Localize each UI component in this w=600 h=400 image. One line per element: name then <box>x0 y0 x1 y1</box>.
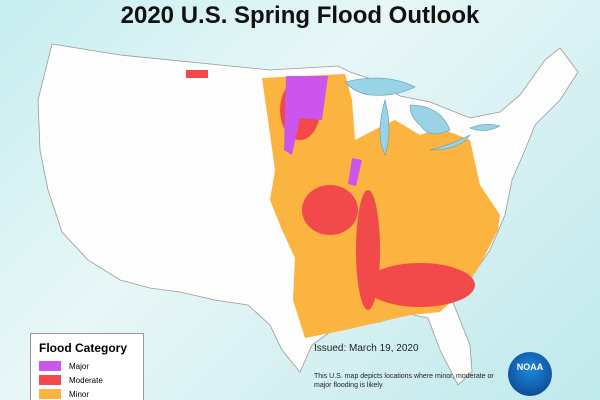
note: This U.S. map depicts locations where mi… <box>314 373 494 389</box>
legend-label: Minor <box>69 389 90 399</box>
great-lakes <box>344 77 501 156</box>
legend-item: Minor <box>39 387 143 400</box>
legend-title: Flood Category <box>39 341 128 355</box>
issued-date: Issued: March 19, 2020 <box>314 343 419 354</box>
noaa-logo: NOAA <box>508 352 552 396</box>
legend-item: Moderate <box>39 373 143 387</box>
major-zone <box>348 158 362 186</box>
moderate-zone <box>365 263 475 307</box>
moderate-zone <box>186 70 208 78</box>
legend-swatch <box>39 361 61 371</box>
legend-label: Moderate <box>69 375 103 385</box>
major-zone <box>284 76 328 155</box>
legend-label: Major <box>69 361 90 371</box>
legend-swatch <box>39 389 61 399</box>
moderate-zone <box>302 185 358 235</box>
moderate-zone <box>356 190 380 310</box>
legend-items: Major Moderate Minor <box>31 359 143 400</box>
title: 2020 U.S. Spring Flood Outlook <box>120 2 480 29</box>
legend-item: Major <box>39 359 143 373</box>
legend-swatch <box>39 375 61 385</box>
legend: Flood Category Major Moderate Minor <box>30 333 144 400</box>
